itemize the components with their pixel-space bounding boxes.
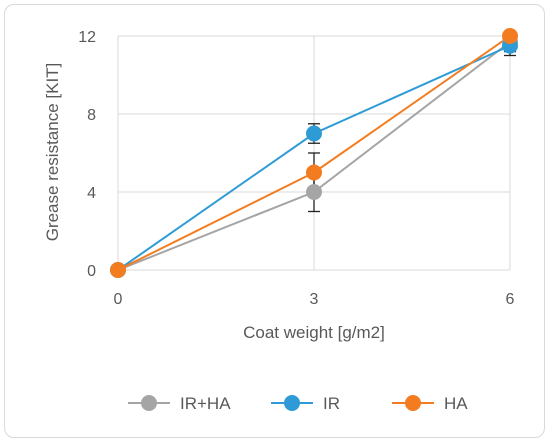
- data-point: [306, 184, 322, 200]
- legend-label: IR+HA: [180, 394, 231, 413]
- legend-marker: [284, 395, 300, 411]
- legend: IR+HA IR HA: [128, 394, 468, 413]
- legend-marker: [405, 395, 421, 411]
- legend-item: IR: [271, 394, 340, 413]
- tick-labels: 0 4 8 12 0 3 6: [78, 29, 514, 308]
- y-axis-title: Grease resistance [KIT]: [43, 63, 62, 242]
- data-point: [306, 164, 322, 181]
- legend-label: HA: [444, 394, 468, 413]
- x-tick-label: 3: [310, 291, 319, 308]
- legend-item: HA: [392, 394, 468, 413]
- legend-label: IR: [323, 394, 340, 413]
- x-tick-label: 6: [506, 291, 515, 308]
- data-point: [306, 125, 322, 142]
- data-point: [110, 262, 126, 278]
- x-tick-label: 0: [114, 291, 123, 308]
- legend-marker: [141, 395, 157, 411]
- y-tick-label: 12: [78, 29, 96, 46]
- chart-frame: [4, 4, 545, 438]
- x-axis-title: Coat weight [g/m2]: [243, 323, 385, 342]
- data-point: [502, 28, 518, 44]
- y-tick-label: 4: [87, 185, 96, 202]
- legend-item: IR+HA: [128, 394, 231, 413]
- series-layer: [110, 28, 518, 278]
- y-tick-label: 8: [87, 107, 96, 124]
- y-tick-label: 0: [87, 263, 96, 280]
